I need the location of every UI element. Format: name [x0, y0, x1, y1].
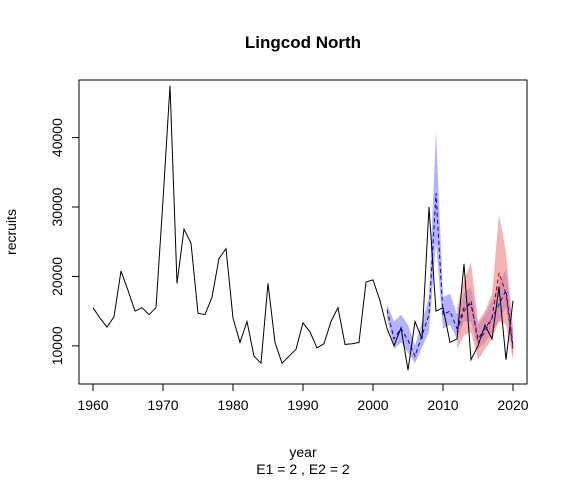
- observed-recruits-line: [92, 85, 514, 371]
- x-axis: 1960 1970 1980 1990 2000 2010 2020: [77, 383, 529, 413]
- x-tick-label: 2020: [497, 397, 528, 413]
- plot-area: [92, 85, 514, 371]
- y-tick-label: 10000: [49, 326, 65, 365]
- blue-forecast-band: [387, 130, 513, 364]
- x-tick-label: 1960: [77, 397, 108, 413]
- y-axis: 10000 20000 30000 40000: [49, 118, 80, 365]
- x-tick-label: 2010: [427, 397, 458, 413]
- y-tick-label: 40000: [49, 118, 65, 157]
- y-tick-label: 20000: [49, 257, 65, 296]
- chart-subtitle: E1 = 2 , E2 = 2: [256, 461, 350, 477]
- y-tick-label: 30000: [49, 187, 65, 226]
- x-tick-label: 1970: [147, 397, 178, 413]
- x-axis-label: year: [289, 444, 317, 460]
- blue-forecast-mean-line: [386, 193, 514, 358]
- x-tick-label: 2000: [357, 397, 388, 413]
- y-axis-label: recruits: [3, 209, 19, 255]
- x-tick-label: 1980: [217, 397, 248, 413]
- red-forecast-band: [457, 214, 513, 360]
- chart-title: Lingcod North: [245, 33, 361, 52]
- x-tick-label: 1990: [287, 397, 318, 413]
